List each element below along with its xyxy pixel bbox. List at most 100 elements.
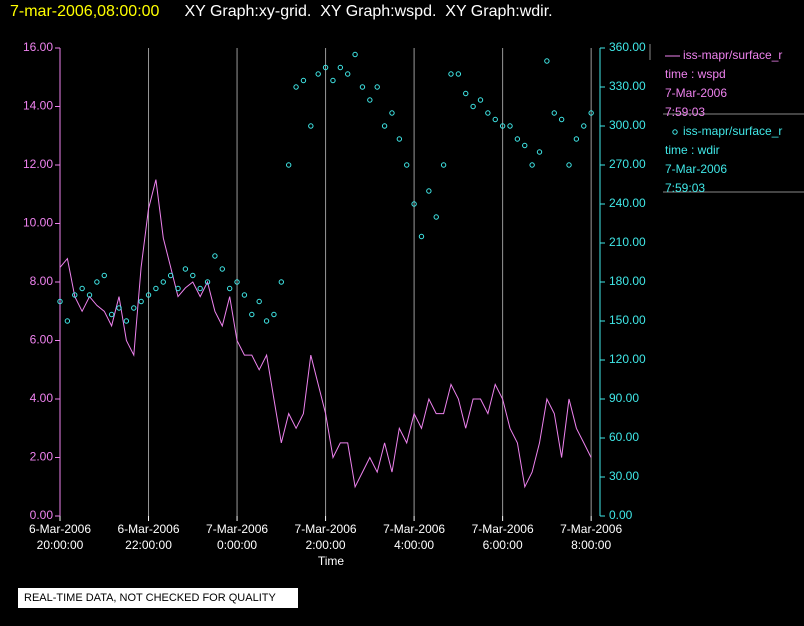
- legend-line-text: time : wspd: [665, 67, 726, 81]
- wdir-point: [367, 97, 373, 103]
- x-tick-label: 4:00:00: [394, 538, 434, 552]
- footer-box: [18, 588, 298, 608]
- wdir-point: [190, 272, 196, 279]
- wdir-point: [123, 318, 130, 324]
- x-tick-label: 7-Mar-2006: [472, 522, 534, 536]
- wdir-point: [529, 162, 535, 168]
- y-tick-label: 10.00: [23, 216, 53, 230]
- wdir-point: [167, 272, 174, 279]
- wdir-point: [145, 292, 152, 298]
- wdir-point: [492, 116, 498, 123]
- x-tick-label: 7-Mar-2006: [295, 522, 357, 536]
- y2-tick-label: 300.00: [609, 118, 646, 132]
- y-tick-label: 6.00: [30, 333, 54, 347]
- wdir-point: [359, 84, 366, 90]
- wdir-point: [64, 318, 71, 324]
- footer-text: REAL-TIME DATA, NOT CHECKED FOR QUALITY: [24, 592, 276, 604]
- x-tick-label: 22:00:00: [125, 538, 172, 552]
- wdir-point: [219, 266, 225, 272]
- wdir-point: [322, 64, 329, 71]
- y-tick-label: 0.00: [30, 508, 54, 522]
- wdir-point: [263, 318, 270, 324]
- y2-tick-label: 60.00: [609, 430, 639, 444]
- wdir-point: [182, 266, 189, 272]
- x-tick-label: 6-Mar-2006: [118, 522, 180, 536]
- wdir-point: [116, 305, 122, 311]
- legend-line-text: 7-Mar-2006: [665, 86, 727, 100]
- y2-tick-label: 210.00: [609, 235, 646, 249]
- y-tick-label: 4.00: [30, 391, 54, 405]
- x-tick-label: 7-Mar-2006: [206, 522, 268, 536]
- wdir-point: [72, 292, 78, 298]
- wdir-point: [536, 149, 543, 155]
- wdir-point: [197, 285, 203, 292]
- y2-tick-label: 0.00: [609, 508, 633, 522]
- wdir-point: [86, 292, 93, 298]
- y-tick-label: 14.00: [23, 99, 53, 113]
- legend-line-text: time : wdir: [665, 143, 720, 157]
- wdir-point: [249, 311, 255, 318]
- legend-name: iss-mapr/surface_r: [683, 124, 782, 138]
- wdir-point: [271, 311, 277, 318]
- x-tick-label: 7-Mar-2006: [560, 522, 622, 536]
- wdir-point: [337, 64, 344, 71]
- wdir-point: [226, 285, 233, 292]
- wdir-point: [256, 298, 262, 305]
- y2-tick-label: 270.00: [609, 157, 646, 171]
- wdir-point: [499, 123, 506, 129]
- wdir-point: [522, 142, 528, 149]
- legend-line-text: 7-Mar-2006: [665, 162, 727, 176]
- y2-tick-label: 150.00: [609, 313, 646, 327]
- y-tick-label: 16.00: [23, 40, 53, 54]
- y2-tick-label: 240.00: [609, 196, 646, 210]
- wdir-point: [160, 279, 166, 285]
- x-tick-label: 6-Mar-2006: [29, 522, 91, 536]
- wdir-point: [175, 285, 181, 292]
- x-tick-label: 2:00:00: [306, 538, 346, 552]
- legend-line-text: 7:59:03: [665, 105, 705, 119]
- legend-name: iss-mapr/surface_r: [683, 48, 782, 62]
- wdir-point: [352, 51, 358, 58]
- wdir-point: [212, 253, 218, 259]
- wdir-point: [57, 298, 63, 305]
- wdir-point: [204, 279, 211, 285]
- title-time: 7-mar-2006,08:00:00: [10, 3, 160, 20]
- y2-tick-label: 90.00: [609, 391, 639, 405]
- wdir-point: [463, 90, 469, 97]
- wdir-point: [94, 279, 100, 285]
- wdir-point: [278, 279, 285, 285]
- wdir-point: [588, 110, 594, 116]
- wdir-point: [308, 123, 314, 129]
- wdir-point: [566, 162, 572, 168]
- wdir-point: [477, 97, 484, 103]
- y-tick-label: 12.00: [23, 157, 53, 171]
- wdir-point: [138, 298, 144, 305]
- wdir-point: [241, 292, 248, 298]
- wdir-point: [300, 77, 307, 84]
- y2-tick-label: 330.00: [609, 79, 646, 93]
- wdir-point: [411, 201, 417, 207]
- wdir-point: [544, 58, 550, 64]
- wdir-point: [426, 188, 432, 194]
- wdir-point: [381, 123, 388, 129]
- y-tick-label: 8.00: [30, 274, 54, 288]
- x-tick-label: 7-Mar-2006: [383, 522, 445, 536]
- wdir-point: [234, 279, 240, 285]
- wdir-point: [485, 110, 491, 116]
- wdir-point: [285, 162, 292, 168]
- wdir-point: [374, 84, 380, 90]
- x-tick-label: 20:00:00: [37, 538, 84, 552]
- wdir-point: [418, 233, 425, 240]
- wdir-point: [581, 123, 587, 129]
- legend-line-text: 7:59:03: [665, 181, 705, 195]
- wdir-point: [153, 285, 159, 292]
- wdir-point: [551, 110, 557, 116]
- wdir-point: [330, 77, 336, 84]
- wdir-point: [345, 71, 351, 77]
- wdir-point: [558, 116, 565, 123]
- wdir-point: [470, 103, 476, 110]
- wspd-line: [59, 179, 592, 489]
- wdir-point: [396, 136, 403, 142]
- y2-tick-label: 30.00: [609, 469, 639, 483]
- wdir-point: [440, 162, 447, 168]
